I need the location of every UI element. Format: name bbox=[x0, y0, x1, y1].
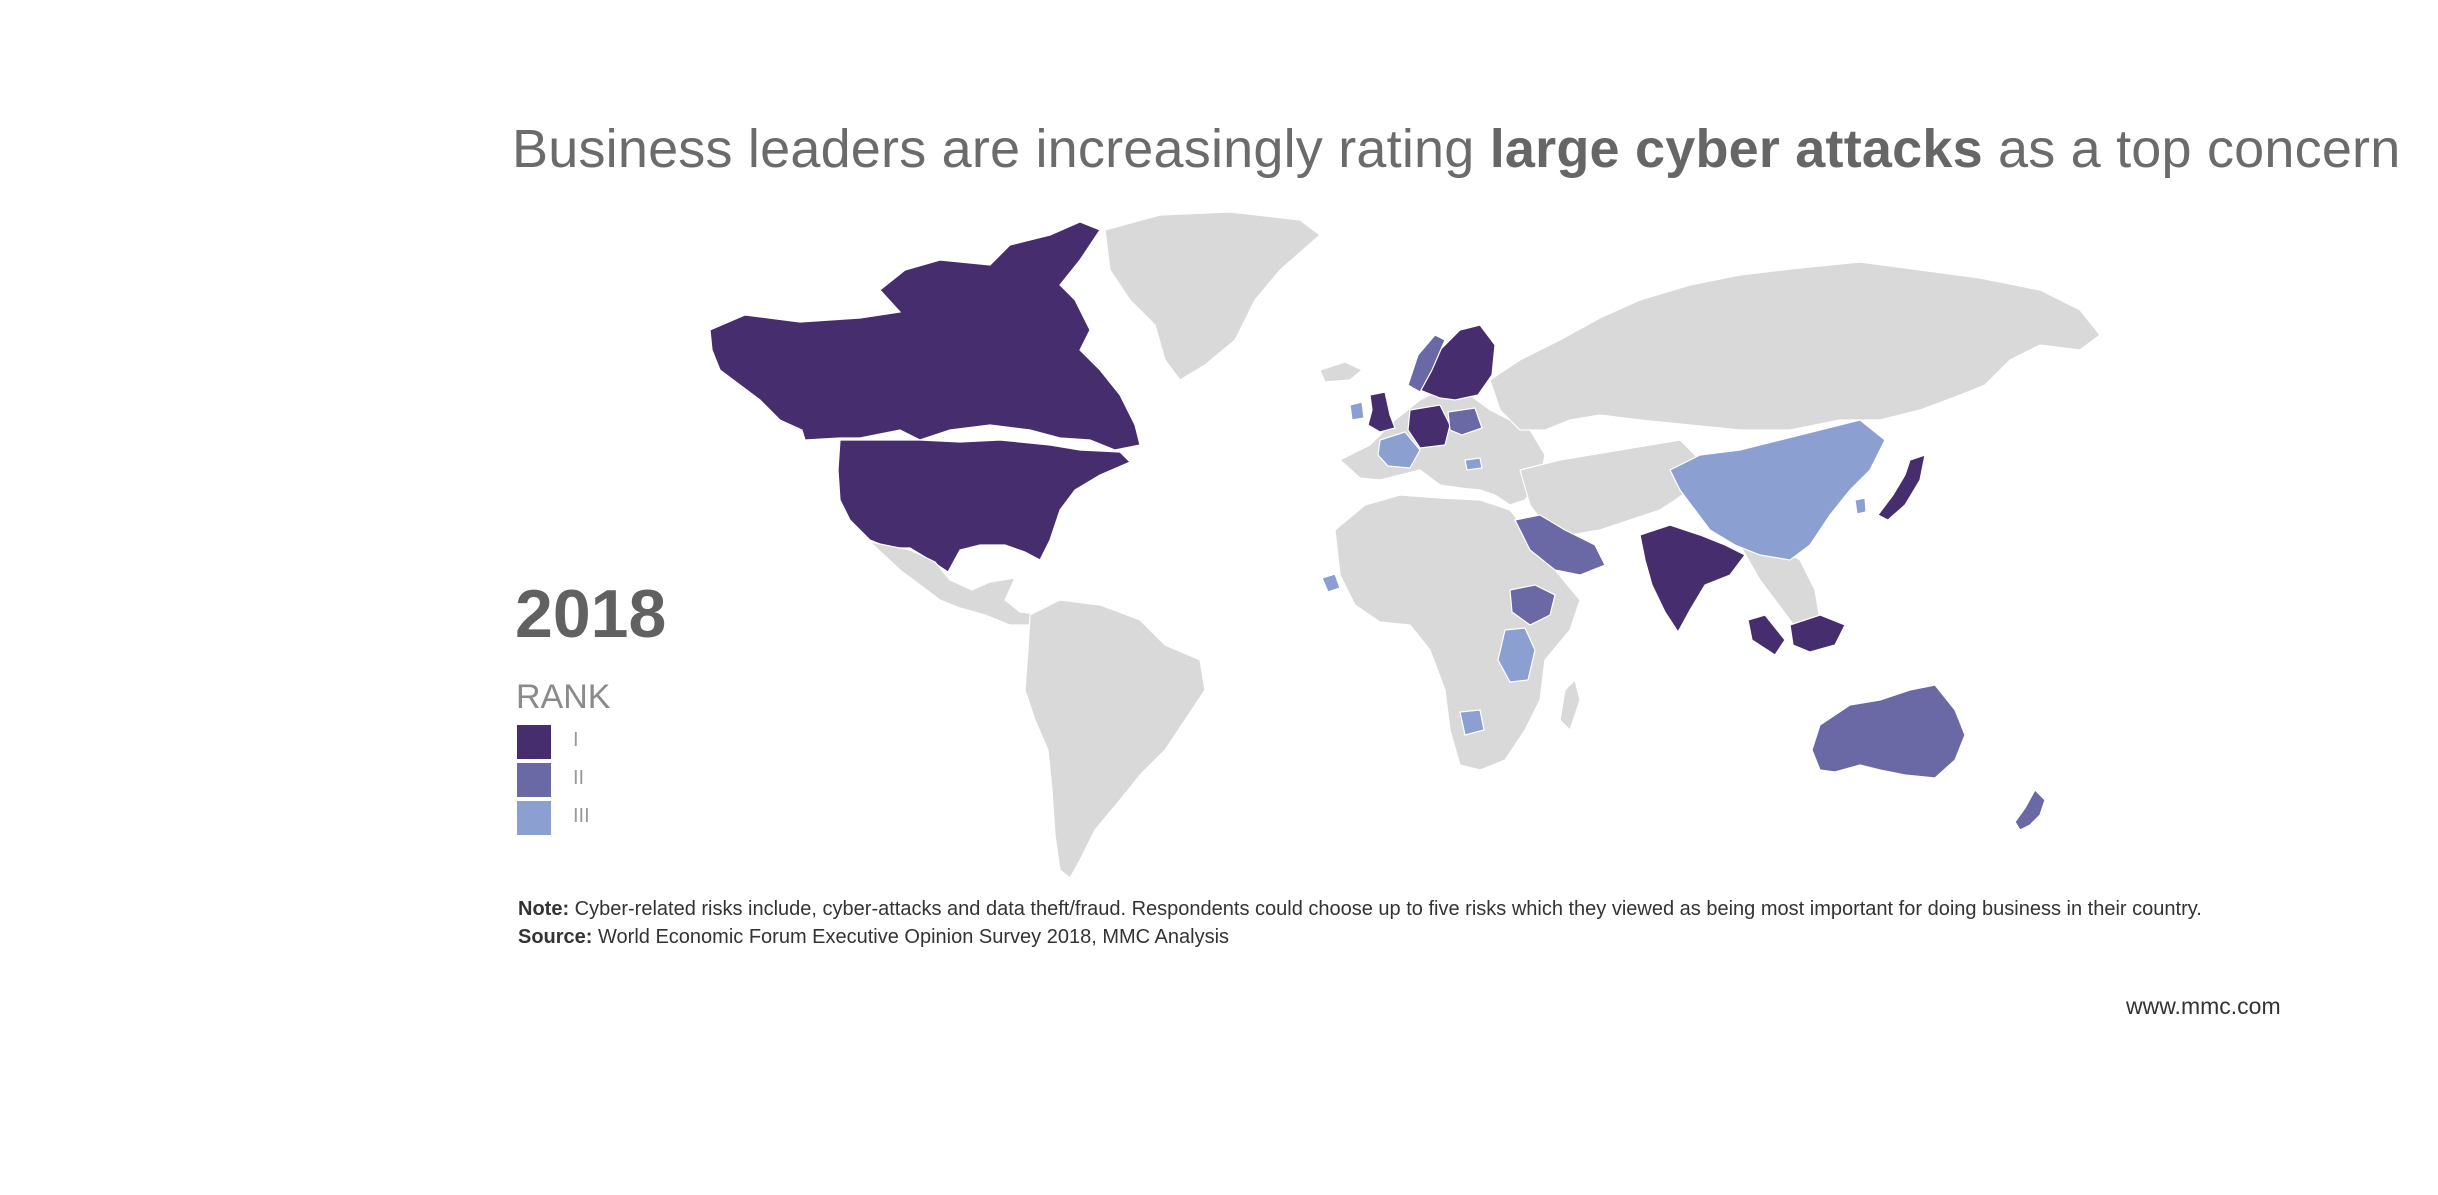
legend-title: RANK bbox=[516, 678, 611, 716]
region-poland bbox=[1447, 407, 1483, 436]
region-south-korea bbox=[1854, 497, 1867, 515]
title-highlight: large cyber attacks bbox=[1489, 119, 1983, 179]
region-germany bbox=[1407, 404, 1451, 449]
website-link[interactable]: www.mmc.com bbox=[2126, 993, 2281, 1019]
year-label: 2018 bbox=[515, 576, 667, 652]
region-canada bbox=[709, 221, 1141, 451]
region-china bbox=[1669, 419, 1886, 561]
note-line: Note: Cyber-related risks include, cyber… bbox=[518, 895, 2202, 923]
title-part-2: as a top concern bbox=[1982, 119, 2401, 179]
region-france bbox=[1377, 431, 1421, 469]
region-zimbabwe bbox=[1459, 709, 1485, 736]
legend-swatch-rank-2 bbox=[517, 763, 551, 797]
region-norway bbox=[1407, 334, 1446, 393]
region-madagascar bbox=[1559, 678, 1581, 732]
region-saudi-arabia bbox=[1514, 514, 1606, 576]
region-ireland bbox=[1349, 401, 1365, 421]
region-japan bbox=[1877, 454, 1926, 521]
source-label: Source: bbox=[518, 926, 593, 948]
note-text: Cyber-related risks include, cyber-attac… bbox=[569, 898, 2202, 920]
note-label: Note: bbox=[518, 898, 570, 920]
region-africa bbox=[1334, 494, 1581, 771]
region-ethiopia bbox=[1509, 584, 1556, 626]
region-west-africa bbox=[1321, 573, 1341, 593]
legend-label-rank-2: II bbox=[573, 767, 585, 789]
legend-swatch-rank-3 bbox=[517, 801, 551, 835]
region-malaysia-singapore bbox=[1747, 614, 1786, 656]
legend-label-rank-1: I bbox=[573, 729, 579, 751]
footnote: Note: Cyber-related risks include, cyber… bbox=[518, 895, 2202, 951]
region-kenya-tanzania bbox=[1497, 627, 1536, 683]
source-line: Source: World Economic Forum Executive O… bbox=[518, 923, 2202, 951]
region-australia bbox=[1811, 684, 1966, 779]
source-text: World Economic Forum Executive Opinion S… bbox=[592, 926, 1230, 948]
region-united-kingdom bbox=[1367, 391, 1396, 433]
region-sweden-finland bbox=[1419, 324, 1496, 401]
region-russia bbox=[1489, 261, 2101, 431]
region-usa bbox=[837, 439, 1132, 573]
region-india bbox=[1639, 524, 1746, 634]
region-indonesia bbox=[1789, 614, 1846, 653]
legend-label-rank-3: III bbox=[573, 805, 590, 827]
region-greenland bbox=[1104, 211, 1321, 381]
region-south-america bbox=[1024, 599, 1206, 879]
legend-swatch-rank-1 bbox=[517, 725, 551, 759]
title-part-1: Business leaders are increasingly rating bbox=[512, 119, 1490, 179]
region-hungary bbox=[1464, 457, 1483, 471]
chart-title: Business leaders are increasingly rating… bbox=[512, 118, 2400, 180]
region-iceland bbox=[1319, 361, 1364, 383]
region-new-zealand bbox=[2014, 789, 2046, 831]
